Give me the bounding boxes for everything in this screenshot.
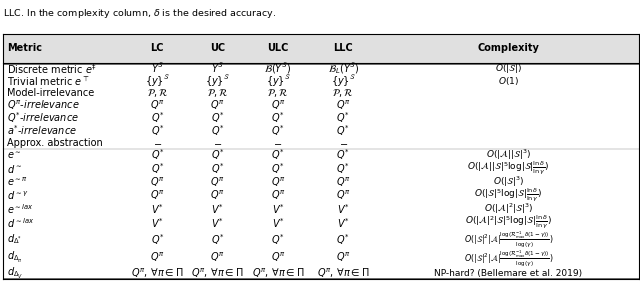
- Text: LC: LC: [150, 43, 164, 54]
- Text: $d^{\sim lax}$: $d^{\sim lax}$: [7, 216, 35, 230]
- Text: $Q^{\pi}$: $Q^{\pi}$: [336, 99, 351, 113]
- Text: $Q^{*}$: $Q^{*}$: [150, 161, 164, 176]
- Text: $Q^{*}$: $Q^{*}$: [150, 123, 164, 138]
- Text: $Q^{*}$: $Q^{*}$: [271, 161, 285, 176]
- Text: Discrete metric $e^{\ddagger}$: Discrete metric $e^{\ddagger}$: [7, 62, 97, 76]
- Text: $-$: $-$: [273, 138, 283, 148]
- Text: $V^{*}$: $V^{*}$: [337, 202, 349, 216]
- Text: $Q^{\pi}$: $Q^{\pi}$: [211, 189, 225, 202]
- Text: LLC. In the complexity column, $\delta$ is the desired accuracy.: LLC. In the complexity column, $\delta$ …: [3, 7, 276, 20]
- Text: $Q^{\pi},\,\forall\pi\in\Pi$: $Q^{\pi},\,\forall\pi\in\Pi$: [252, 266, 305, 280]
- Text: $Q^{*}$: $Q^{*}$: [150, 148, 164, 162]
- Text: $\{y\}^{\mathcal{S}}$: $\{y\}^{\mathcal{S}}$: [145, 74, 170, 89]
- Text: $-$: $-$: [213, 138, 222, 148]
- Text: $d^{\sim\gamma}$: $d^{\sim\gamma}$: [7, 190, 29, 202]
- Text: $V^{*}$: $V^{*}$: [211, 216, 224, 230]
- Text: $Q^{\pi}$: $Q^{\pi}$: [336, 189, 351, 202]
- Text: $O(1)$: $O(1)$: [498, 75, 519, 87]
- Text: Trivial metric $e^{\top}$: Trivial metric $e^{\top}$: [7, 74, 90, 88]
- Text: $Q^{*}$: $Q^{*}$: [211, 123, 225, 138]
- Text: $O(|\mathcal{A}||\mathcal{S}|^5\log|\mathcal{S}|\frac{\ln\delta}{\ln\gamma})$: $O(|\mathcal{A}||\mathcal{S}|^5\log|\mat…: [467, 160, 550, 177]
- Text: $O(|\mathcal{S}|^2|\mathcal{A}|\frac{\log(\mathcal{R}_{\max}^{-1}\delta(1-\gamma: $O(|\mathcal{S}|^2|\mathcal{A}|\frac{\lo…: [464, 248, 553, 268]
- Text: $V^{*}$: $V^{*}$: [151, 202, 164, 216]
- Text: $Q^{\pi}$: $Q^{\pi}$: [271, 175, 285, 189]
- Text: UC: UC: [210, 43, 225, 54]
- Text: $Q^{*}$: $Q^{*}$: [211, 161, 225, 176]
- Text: $Q^{*}$: $Q^{*}$: [337, 111, 350, 125]
- Text: ULC: ULC: [268, 43, 289, 54]
- Text: Complexity: Complexity: [477, 43, 540, 54]
- Text: $Q^{*}$: $Q^{*}$: [150, 232, 164, 247]
- Text: $Q^{*}$: $Q^{*}$: [271, 111, 285, 125]
- Text: $\mathcal{P},\mathcal{R}$: $\mathcal{P},\mathcal{R}$: [147, 87, 168, 99]
- Text: $O(|\mathcal{S}|^3)$: $O(|\mathcal{S}|^3)$: [493, 175, 524, 189]
- Text: $\{y\}^{\mathcal{S}}$: $\{y\}^{\mathcal{S}}$: [266, 74, 291, 89]
- Text: $d_{\Delta_{\pi}}$: $d_{\Delta_{\pi}}$: [7, 250, 23, 265]
- Text: $Q^{*}$: $Q^{*}$: [337, 148, 350, 162]
- Text: $Q^{*}$: $Q^{*}$: [271, 123, 285, 138]
- Text: $Q^{\pi},\,\forall\pi\in\Pi$: $Q^{\pi},\,\forall\pi\in\Pi$: [131, 266, 184, 280]
- Text: $Q^{*}$: $Q^{*}$: [337, 161, 350, 176]
- Text: Model-irrelevance: Model-irrelevance: [7, 88, 94, 98]
- Text: Approx. abstraction: Approx. abstraction: [7, 138, 103, 148]
- Text: $Q^{*}$: $Q^{*}$: [150, 111, 164, 125]
- Text: $Q^{\pi}$: $Q^{\pi}$: [211, 251, 225, 264]
- Text: $O(|\mathcal{A}||\mathcal{S}|^3)$: $O(|\mathcal{A}||\mathcal{S}|^3)$: [486, 148, 531, 162]
- Text: $\mathcal{P},\mathcal{R}$: $\mathcal{P},\mathcal{R}$: [332, 87, 354, 99]
- Text: $Q^{\pi}$-irrelevance: $Q^{\pi}$-irrelevance: [7, 99, 80, 113]
- Text: $Q^{*}$: $Q^{*}$: [211, 232, 225, 247]
- Text: $Q^{\pi}$: $Q^{\pi}$: [211, 175, 225, 189]
- Text: $V^{*}$: $V^{*}$: [272, 202, 284, 216]
- Text: Metric: Metric: [7, 43, 42, 54]
- Text: $V^{*}$: $V^{*}$: [211, 202, 224, 216]
- Text: $Q^{\pi}$: $Q^{\pi}$: [271, 99, 285, 113]
- Text: $d^{\sim}$: $d^{\sim}$: [7, 162, 22, 174]
- Text: $Q^{\pi}$: $Q^{\pi}$: [211, 99, 225, 113]
- Text: $O(|\mathcal{S}|^5\log|\mathcal{S}|\frac{\ln\delta}{\ln\gamma})$: $O(|\mathcal{S}|^5\log|\mathcal{S}|\frac…: [474, 187, 543, 204]
- Text: $O(|\mathcal{A}|^2|\mathcal{S}|^3)$: $O(|\mathcal{A}|^2|\mathcal{S}|^3)$: [484, 202, 533, 216]
- Text: $Q^{*}$: $Q^{*}$: [211, 148, 225, 162]
- Text: $Q^{*}$-irrelevance: $Q^{*}$-irrelevance: [7, 111, 79, 125]
- Text: $Y^{\mathcal{S}}$: $Y^{\mathcal{S}}$: [150, 62, 164, 76]
- Text: $Q^{*}$: $Q^{*}$: [337, 232, 350, 247]
- Text: $O(|\mathcal{A}|^2|\mathcal{S}|^5\log|\mathcal{S}|\frac{\ln\delta}{\ln\gamma})$: $O(|\mathcal{A}|^2|\mathcal{S}|^5\log|\m…: [465, 214, 552, 231]
- Text: $Q^{\pi}$: $Q^{\pi}$: [150, 175, 164, 189]
- Text: NP-hard? (Bellemare et al. 2019): NP-hard? (Bellemare et al. 2019): [435, 269, 582, 278]
- Text: $d_{\Delta_V}$: $d_{\Delta_V}$: [7, 266, 24, 281]
- Text: $Q^{*}$: $Q^{*}$: [211, 111, 225, 125]
- Text: $Q^{\pi}$: $Q^{\pi}$: [336, 251, 351, 264]
- Text: $Q^{\pi}$: $Q^{\pi}$: [271, 189, 285, 202]
- Text: $Q^{\pi}$: $Q^{\pi}$: [336, 175, 351, 189]
- Text: $Q^{\pi}$: $Q^{\pi}$: [271, 251, 285, 264]
- Text: $\{y\}^{\mathcal{S}}$: $\{y\}^{\mathcal{S}}$: [331, 74, 356, 89]
- Text: $Q^{*}$: $Q^{*}$: [271, 232, 285, 247]
- Text: $Y^{\mathcal{S}}$: $Y^{\mathcal{S}}$: [211, 62, 224, 76]
- Text: $V^{*}$: $V^{*}$: [272, 216, 284, 230]
- Text: $V^{*}$: $V^{*}$: [151, 216, 164, 230]
- Text: $Q^{\pi},\,\forall\pi\in\Pi$: $Q^{\pi},\,\forall\pi\in\Pi$: [191, 266, 244, 280]
- Text: $\mathcal{P},\mathcal{R}$: $\mathcal{P},\mathcal{R}$: [268, 87, 289, 99]
- Text: $-$: $-$: [339, 138, 348, 148]
- Text: LLC: LLC: [333, 43, 353, 54]
- Text: $a^{*}$-irrelevance: $a^{*}$-irrelevance: [7, 123, 77, 137]
- Text: $Q^{\pi}$: $Q^{\pi}$: [150, 189, 164, 202]
- Text: $e^{\sim}$: $e^{\sim}$: [7, 150, 22, 160]
- Text: $Q^{*}$: $Q^{*}$: [337, 123, 350, 138]
- Text: $V^{*}$: $V^{*}$: [337, 216, 349, 230]
- Text: $\mathcal{P},\mathcal{R}$: $\mathcal{P},\mathcal{R}$: [207, 87, 228, 99]
- Text: $O(|\mathcal{S}|)$: $O(|\mathcal{S}|)$: [495, 62, 522, 75]
- Text: $Q^{\pi}$: $Q^{\pi}$: [150, 251, 164, 264]
- Text: $-$: $-$: [153, 138, 162, 148]
- Text: $Q^{*}$: $Q^{*}$: [271, 148, 285, 162]
- Text: $e^{\sim\pi}$: $e^{\sim\pi}$: [7, 176, 28, 188]
- Text: $Q^{\pi},\,\forall\pi\in\Pi$: $Q^{\pi},\,\forall\pi\in\Pi$: [317, 266, 369, 280]
- Text: $\mathcal{B}(Y^{\mathcal{S}})$: $\mathcal{B}(Y^{\mathcal{S}})$: [264, 62, 292, 76]
- Text: $\{y\}^{\mathcal{S}}$: $\{y\}^{\mathcal{S}}$: [205, 74, 230, 89]
- Text: $e^{\sim lax}$: $e^{\sim lax}$: [7, 202, 34, 216]
- Text: $d_{\Delta^{*}}$: $d_{\Delta^{*}}$: [7, 232, 22, 246]
- Text: $O(|\mathcal{S}|^2|\mathcal{A}|\frac{\log(\mathcal{R}_{\max}^{-1}\delta(1-\gamma: $O(|\mathcal{S}|^2|\mathcal{A}|\frac{\lo…: [464, 229, 553, 249]
- Text: $Q^{\pi}$: $Q^{\pi}$: [150, 99, 164, 113]
- Text: $\mathcal{B}_L(Y^{\mathcal{S}})$: $\mathcal{B}_L(Y^{\mathcal{S}})$: [328, 62, 359, 76]
